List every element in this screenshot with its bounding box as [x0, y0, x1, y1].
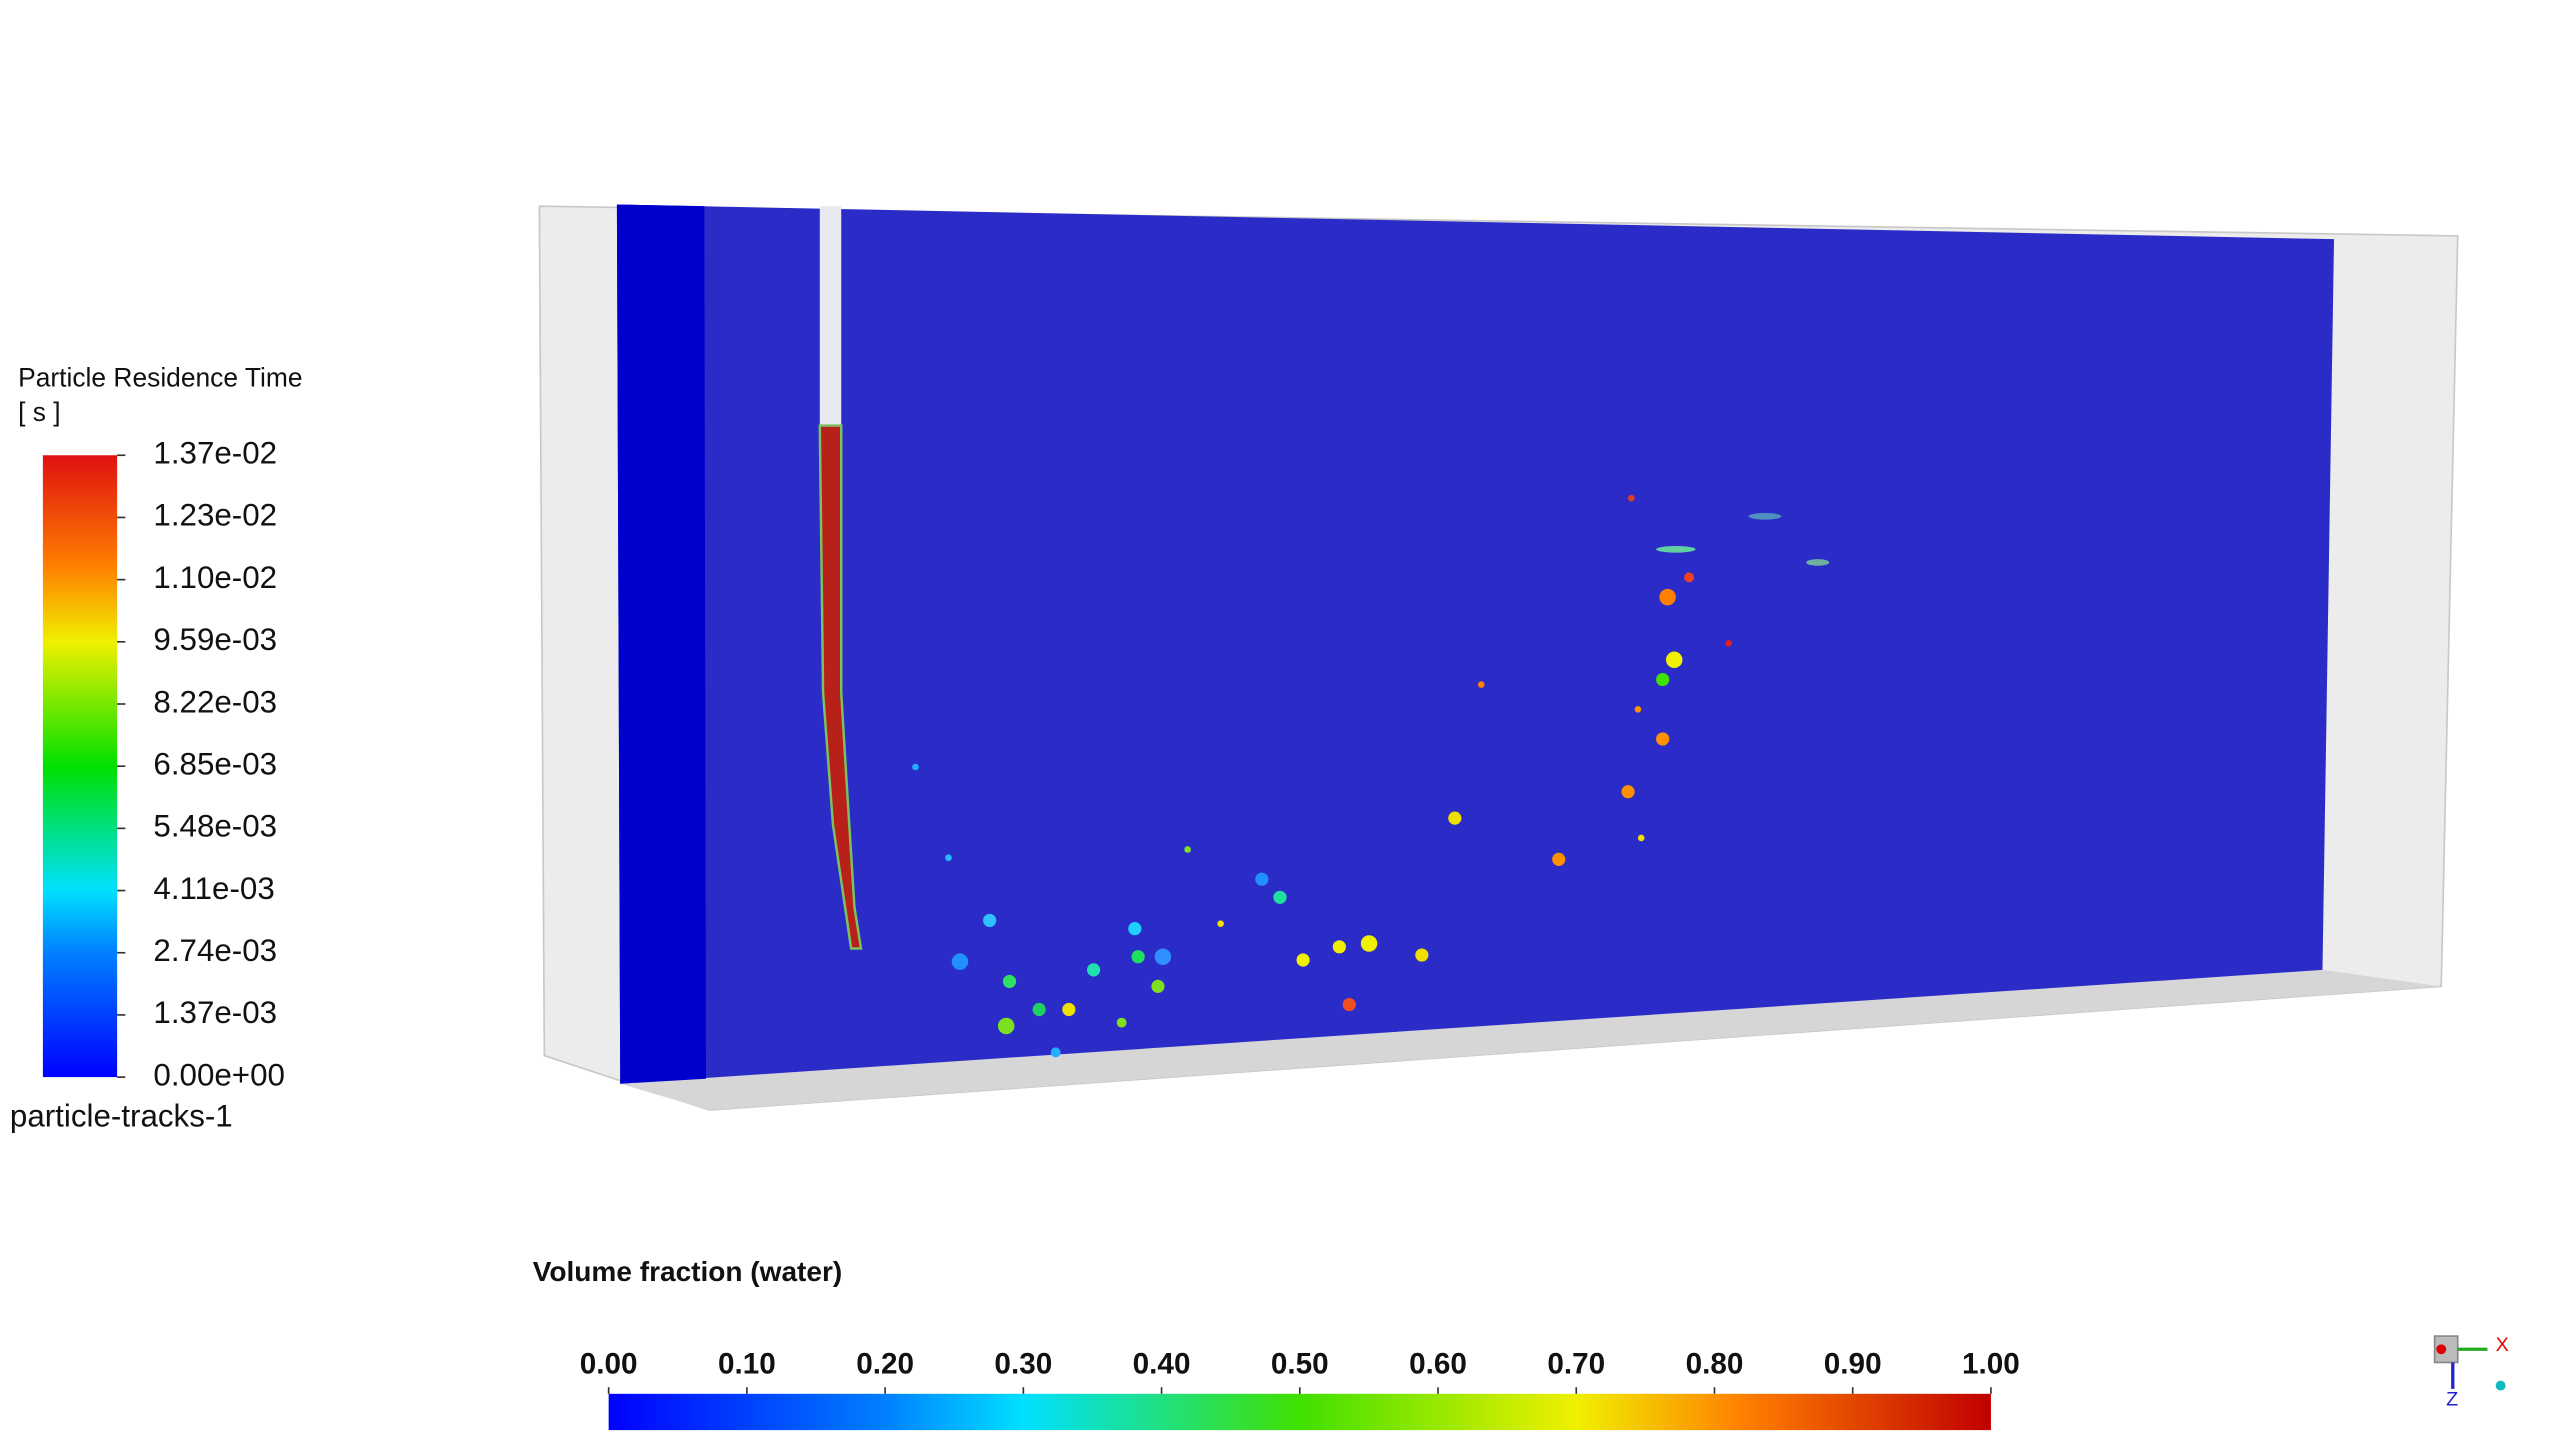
- particle: [1154, 948, 1172, 965]
- particle: [912, 763, 919, 771]
- particle: [1448, 811, 1462, 825]
- tick-label: 0.30: [994, 1348, 1052, 1381]
- particle: [1217, 920, 1224, 928]
- particle: [1002, 974, 1017, 989]
- particle: [1131, 950, 1145, 964]
- tick-label: 0.80: [1686, 1348, 1744, 1381]
- triad-x-label: X: [2496, 1334, 2509, 1356]
- particle: [1128, 922, 1142, 936]
- legend-unit: [ s ]: [18, 397, 61, 427]
- legend-title: Volume fraction (water): [533, 1256, 842, 1287]
- tick-label: 0.50: [1271, 1348, 1329, 1381]
- tick-label: 0.90: [1824, 1348, 1882, 1381]
- tick-label: 1.10e-02: [153, 560, 277, 595]
- tick-label: 1.37e-02: [153, 436, 277, 471]
- particles: [912, 494, 1830, 1058]
- jet: [818, 424, 863, 950]
- tick-label: 1.37e-03: [153, 995, 277, 1030]
- particle: [1342, 997, 1356, 1012]
- particle: [1116, 1017, 1127, 1028]
- particle: [951, 953, 969, 970]
- particle: [1656, 672, 1670, 687]
- tick-label: 0.00e+00: [153, 1057, 285, 1092]
- particle: [1332, 940, 1346, 954]
- particle: [1637, 834, 1645, 842]
- tick-label: 9.59e-03: [153, 622, 277, 657]
- particle: [997, 1017, 1015, 1035]
- tick-label: 0.40: [1133, 1348, 1191, 1381]
- particle: [1665, 651, 1683, 669]
- inlet-pipe: [819, 206, 842, 428]
- particle: [1552, 852, 1566, 866]
- particle: [1806, 559, 1830, 566]
- particle: [1151, 979, 1165, 993]
- particle: [1748, 512, 1782, 520]
- tick-label: 0.00: [580, 1348, 638, 1381]
- particle: [1684, 572, 1695, 583]
- tick-label: 2.74e-03: [153, 933, 277, 968]
- legend-name: particle-tracks-1: [10, 1099, 233, 1134]
- particle: [1062, 1002, 1076, 1017]
- particle: [945, 854, 952, 862]
- triad-dot: [2495, 1380, 2506, 1391]
- tick-label: 0.10: [718, 1348, 776, 1381]
- tick-label: 6.85e-03: [153, 746, 277, 781]
- residence-ticks: 1.37e-02 1.23e-02 1.10e-02 9.59e-03 8.22e-03…: [117, 436, 285, 1092]
- particle: [983, 913, 997, 928]
- volume-ticks: 0.00 0.10 0.20 0.30 0.40 0.50 0.60 0.70 0.80 0.90…: [580, 1348, 2020, 1394]
- particle: [1032, 1002, 1046, 1017]
- particle: [1415, 948, 1429, 962]
- particle: [1255, 872, 1269, 886]
- domain-floor: [620, 969, 2442, 1111]
- particle: [1621, 785, 1635, 799]
- tick-label: 1.00: [1962, 1348, 2020, 1381]
- particle: [1087, 963, 1101, 977]
- tick-label: 5.48e-03: [153, 809, 277, 844]
- particle: [1477, 681, 1485, 688]
- particle: [1273, 890, 1287, 904]
- particle: [1634, 705, 1642, 713]
- inlet-strip: [616, 204, 706, 1084]
- water-plane: [616, 204, 2335, 1084]
- triad-z-label: Z: [2446, 1389, 2458, 1411]
- particle: [1296, 953, 1310, 967]
- volume-colorbar: [608, 1393, 1991, 1431]
- tick-label: 4.11e-03: [153, 871, 274, 906]
- particle: [1656, 545, 1696, 553]
- tick-label: 0.70: [1547, 1348, 1605, 1381]
- legend-title: Particle Residence Time: [18, 362, 302, 392]
- particle: [1360, 935, 1378, 952]
- tick-label: 8.22e-03: [153, 684, 277, 719]
- particle: [1628, 494, 1635, 502]
- particle: [1659, 588, 1676, 606]
- residence-colorbar: [42, 455, 118, 1078]
- particle: [1184, 846, 1191, 853]
- triad-dot: [2436, 1344, 2447, 1355]
- tick-label: 0.20: [856, 1348, 914, 1381]
- particle: [1725, 640, 1732, 647]
- tick-label: 0.60: [1409, 1348, 1467, 1381]
- particle: [1050, 1047, 1061, 1058]
- axis-triad: X Z: [2433, 1334, 2509, 1411]
- tick-label: 1.23e-02: [153, 498, 277, 533]
- particle: [1656, 732, 1670, 746]
